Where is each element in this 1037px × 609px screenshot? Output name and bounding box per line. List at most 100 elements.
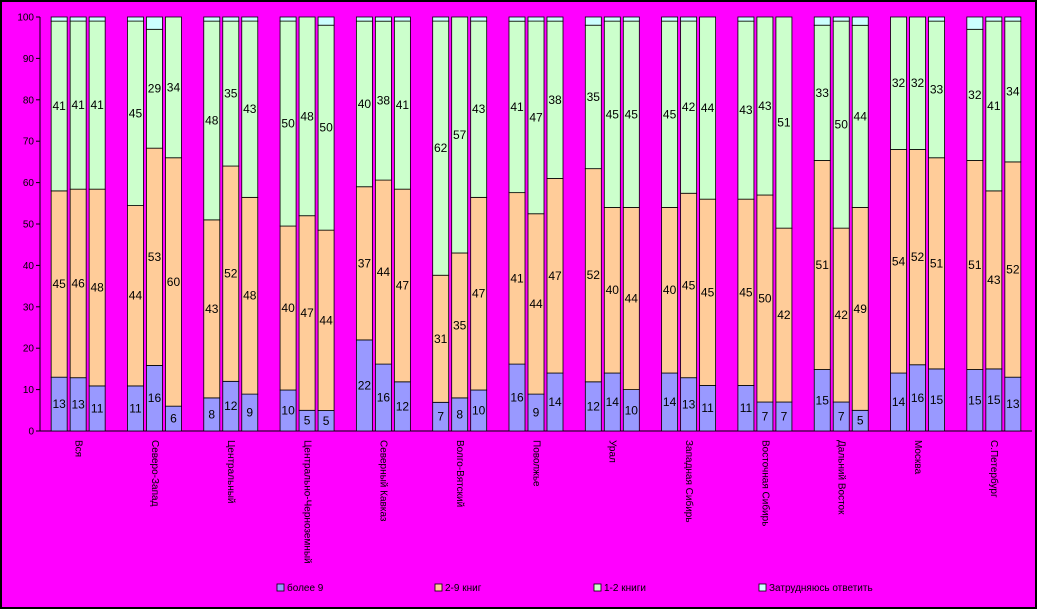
data-label: 47 xyxy=(472,287,486,301)
bar-segment xyxy=(203,16,221,22)
data-label: 40 xyxy=(281,301,295,315)
data-label: 7 xyxy=(838,410,845,424)
bar-segment xyxy=(699,16,717,200)
data-label: 62 xyxy=(434,141,448,155)
bar-segment xyxy=(966,16,984,30)
category-label: Вся xyxy=(73,440,84,457)
data-label: 45 xyxy=(663,107,677,121)
bar-segment xyxy=(775,16,793,229)
category-label: Волго-Вятский xyxy=(454,440,465,507)
data-label: 41 xyxy=(52,99,66,113)
data-label: 7 xyxy=(781,410,788,424)
legend-label: 2-9 книг xyxy=(445,583,482,594)
data-label: 41 xyxy=(987,99,1001,113)
category-label: Центральный xyxy=(225,440,236,504)
data-label: 46 xyxy=(71,276,85,290)
data-label: 47 xyxy=(300,306,314,320)
data-label: 57 xyxy=(453,128,467,142)
data-label: 45 xyxy=(625,107,639,121)
bar-segment xyxy=(127,16,144,22)
bar-segment xyxy=(146,16,163,30)
data-label: 48 xyxy=(205,114,219,128)
data-label: 38 xyxy=(548,93,562,107)
data-label: 34 xyxy=(167,80,181,94)
data-label: 8 xyxy=(456,407,463,421)
data-label: 14 xyxy=(606,395,620,409)
data-label: 8 xyxy=(208,407,215,421)
data-label: 32 xyxy=(911,76,925,90)
category-label: Северо-Запад xyxy=(149,440,160,507)
data-label: 7 xyxy=(437,410,444,424)
data-label: 44 xyxy=(319,313,333,327)
category-label: Дальний Восток xyxy=(836,440,847,515)
data-label: 44 xyxy=(377,265,391,279)
data-label: 48 xyxy=(90,281,104,295)
data-label: 45 xyxy=(606,107,620,121)
data-label: 52 xyxy=(911,250,925,264)
bar-segment xyxy=(813,16,831,26)
data-label: 14 xyxy=(663,395,677,409)
data-label: 32 xyxy=(968,88,982,102)
data-label: 13 xyxy=(1006,397,1020,411)
y-tick-label: 50 xyxy=(23,220,35,231)
data-label: 31 xyxy=(434,332,448,346)
data-label: 16 xyxy=(377,391,391,405)
y-tick-label: 70 xyxy=(23,137,35,148)
bar-segment xyxy=(508,16,526,22)
category-label: Урал xyxy=(607,440,618,463)
category-label: Восточная Сибирь xyxy=(759,440,771,526)
data-label: 5 xyxy=(857,414,864,428)
bar-segment xyxy=(928,16,945,22)
legend-swatch xyxy=(434,583,443,592)
data-label: 47 xyxy=(548,269,562,283)
data-label: 41 xyxy=(510,100,524,114)
data-label: 6 xyxy=(170,412,177,426)
bar-segment xyxy=(661,16,679,22)
y-tick-label: 90 xyxy=(23,54,35,65)
data-label: 42 xyxy=(835,308,849,322)
bar-segment xyxy=(527,16,545,22)
data-label: 38 xyxy=(377,94,391,108)
data-label: 42 xyxy=(682,100,696,114)
data-label: 43 xyxy=(987,273,1001,287)
data-label: 44 xyxy=(529,297,543,311)
data-label: 16 xyxy=(148,391,162,405)
y-tick-label: 20 xyxy=(23,344,35,355)
bar-segment xyxy=(88,16,106,22)
data-label: 12 xyxy=(224,399,238,413)
bar-segment xyxy=(451,16,469,254)
data-label: 15 xyxy=(816,393,830,407)
data-label: 48 xyxy=(243,289,257,303)
data-label: 29 xyxy=(148,82,162,96)
y-tick-label: 80 xyxy=(23,95,35,106)
data-label: 37 xyxy=(358,256,372,270)
data-label: 15 xyxy=(968,393,982,407)
data-label: 40 xyxy=(358,97,372,111)
bar-segment xyxy=(432,16,450,22)
data-label: 47 xyxy=(396,278,410,292)
data-label: 41 xyxy=(90,98,104,112)
legend-label: более 9 xyxy=(287,582,324,594)
data-label: 53 xyxy=(148,250,162,264)
data-label: 50 xyxy=(758,292,772,306)
data-label: 35 xyxy=(587,90,601,104)
data-label: 44 xyxy=(701,101,715,115)
data-label: 16 xyxy=(510,391,524,405)
category-label: Западная Сибирь xyxy=(683,440,695,523)
bar-segment xyxy=(680,16,698,22)
bar-segment xyxy=(69,16,87,22)
data-label: 13 xyxy=(52,397,66,411)
data-label: 44 xyxy=(129,289,143,303)
data-label: 50 xyxy=(281,117,295,131)
bar-segment xyxy=(355,16,373,22)
bar-segment xyxy=(50,16,68,22)
data-label: 16 xyxy=(911,391,925,405)
data-label: 15 xyxy=(930,393,944,407)
data-label: 45 xyxy=(739,285,753,299)
data-label: 7 xyxy=(762,410,769,424)
data-label: 9 xyxy=(246,406,253,420)
y-tick-label: 100 xyxy=(17,13,34,24)
data-label: 51 xyxy=(816,258,830,272)
data-label: 41 xyxy=(71,98,85,112)
data-label: 52 xyxy=(1006,263,1020,277)
